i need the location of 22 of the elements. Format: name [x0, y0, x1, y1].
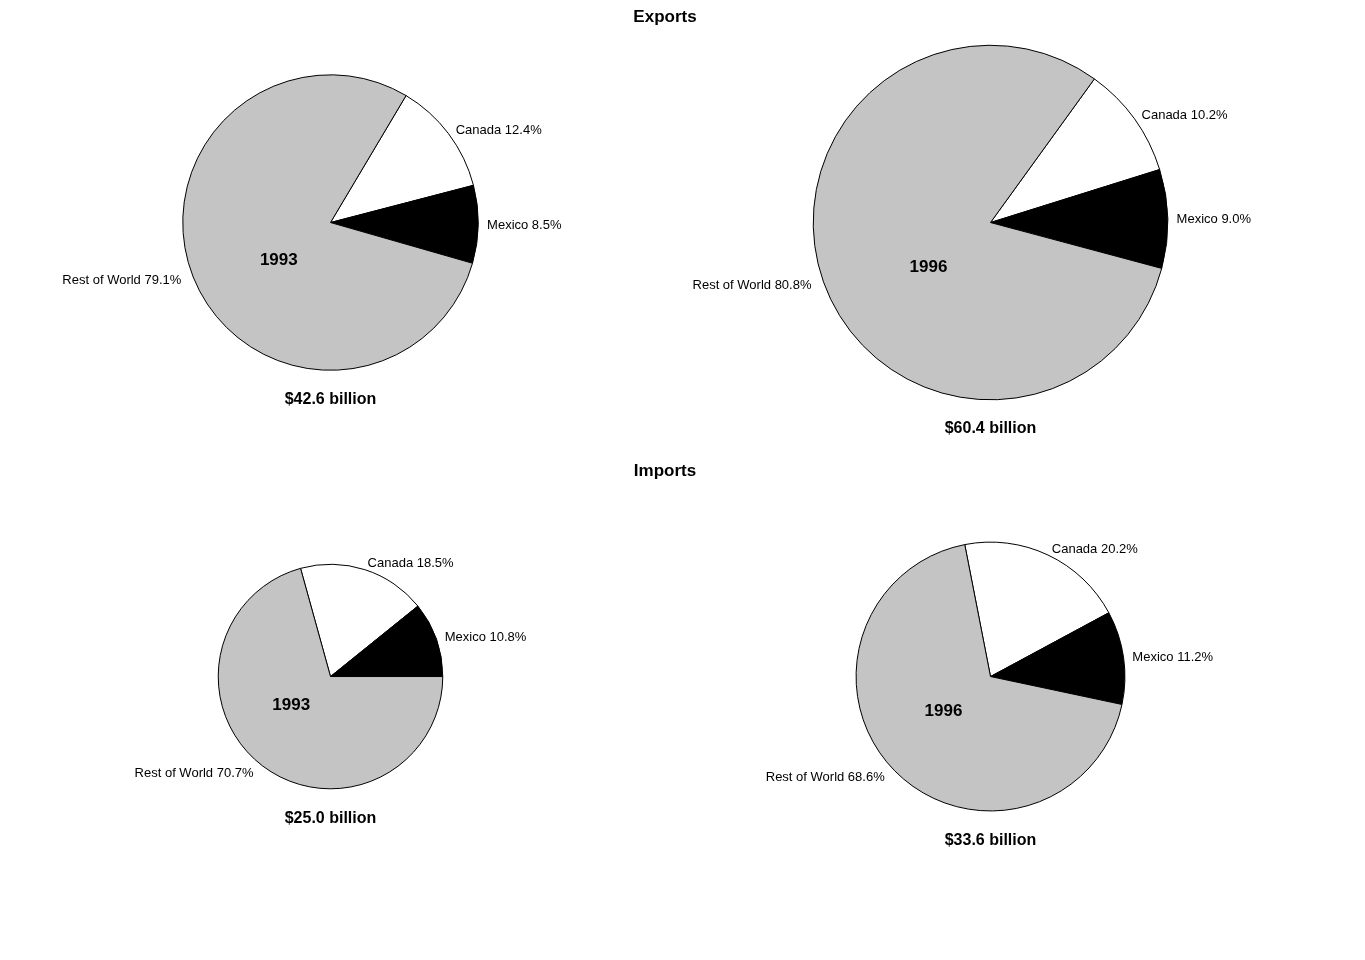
text: 1993	[272, 695, 311, 715]
slice-label: Mexico 9.0%	[1176, 211, 1252, 227]
slice-label: Rest of World 70.7%	[134, 764, 254, 780]
slice-label: Rest of World 79.1%	[62, 272, 182, 288]
text: 1996	[909, 257, 948, 277]
text: $33.6 billion	[944, 830, 1037, 848]
text: Imports	[633, 460, 697, 482]
slice-label: Rest of World 80.8%	[692, 276, 812, 292]
text: 1993	[259, 250, 298, 270]
slice-label: Canada 20.2%	[1051, 540, 1139, 556]
slice-label: Canada 18.5%	[367, 554, 455, 570]
slice-label: Mexico 10.8%	[444, 629, 527, 645]
slice-label: Canada 12.4%	[455, 121, 543, 137]
slice-label: Mexico 8.5%	[487, 216, 562, 232]
text: Exports	[633, 6, 697, 28]
text: 1996	[924, 700, 963, 720]
slice-label: Mexico 11.2%	[1132, 648, 1214, 664]
slice-label: Rest of World 68.6%	[765, 768, 886, 784]
slice-label: Canada 10.2%	[1141, 107, 1228, 123]
text: $42.6 billion	[284, 389, 377, 407]
text: $60.4 billion	[944, 419, 1037, 437]
text: $25.0 billion	[284, 808, 377, 826]
